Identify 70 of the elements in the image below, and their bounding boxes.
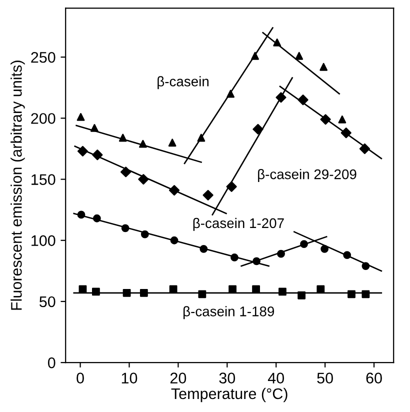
point — [169, 285, 178, 294]
point — [338, 115, 346, 124]
point — [168, 138, 176, 147]
point — [300, 240, 308, 248]
series-label: β-casein 1-189 — [184, 306, 274, 320]
point — [252, 124, 264, 134]
point — [228, 285, 236, 294]
x-axis-title: Temperature (°C) — [171, 388, 288, 402]
x-tick-label: 20 — [170, 372, 186, 384]
point — [251, 52, 260, 60]
point — [343, 251, 352, 259]
y-tick-label: 100 — [32, 235, 56, 246]
point — [200, 244, 208, 253]
x-tick-label: 50 — [317, 372, 333, 384]
y-tick-label: 250 — [31, 52, 56, 63]
point — [140, 230, 149, 238]
point — [140, 288, 148, 297]
point — [202, 190, 214, 200]
x-tick-label: 0 — [76, 372, 84, 384]
point — [138, 140, 147, 148]
point — [78, 285, 87, 294]
point — [168, 184, 180, 196]
x-tick-label: 30 — [219, 372, 236, 384]
point — [198, 290, 206, 298]
point — [92, 214, 101, 222]
y-axis-title: Fluorescent emission (arbitrary units) — [10, 60, 25, 310]
point — [76, 113, 85, 121]
point — [122, 288, 131, 297]
point — [278, 288, 286, 296]
point — [118, 134, 127, 142]
point — [138, 174, 149, 185]
point — [120, 166, 132, 178]
series-label: β-casein 1-207 — [193, 218, 284, 231]
point — [252, 257, 260, 266]
point — [276, 92, 286, 103]
point — [90, 124, 98, 132]
point — [295, 52, 304, 60]
series-label: β-casein 29-209 — [258, 169, 356, 182]
point — [348, 290, 356, 298]
point — [359, 143, 370, 154]
point — [92, 150, 103, 160]
point — [226, 90, 235, 98]
point — [226, 181, 237, 192]
point — [316, 285, 325, 294]
point — [340, 128, 352, 138]
series-label: β-casein — [158, 76, 209, 90]
point — [320, 114, 331, 125]
point — [277, 250, 285, 258]
y-tick-label: 50 — [39, 296, 56, 308]
point — [273, 38, 282, 46]
point — [170, 236, 178, 244]
point — [298, 94, 308, 106]
point — [230, 254, 238, 262]
point — [77, 210, 86, 219]
point — [362, 290, 370, 298]
y-tick-label: 200 — [31, 113, 56, 124]
point — [121, 224, 130, 232]
y-tick-label: 0 — [48, 357, 56, 368]
point — [252, 285, 260, 294]
point — [362, 262, 370, 270]
x-tick-label: 40 — [268, 372, 284, 384]
point — [197, 134, 206, 142]
point — [92, 288, 100, 296]
x-tick-label: 60 — [366, 372, 382, 384]
point — [77, 146, 88, 156]
point — [320, 62, 328, 71]
x-tick-label: 10 — [122, 372, 138, 384]
point — [298, 291, 306, 300]
y-tick-label: 150 — [32, 174, 56, 185]
point — [320, 244, 329, 253]
